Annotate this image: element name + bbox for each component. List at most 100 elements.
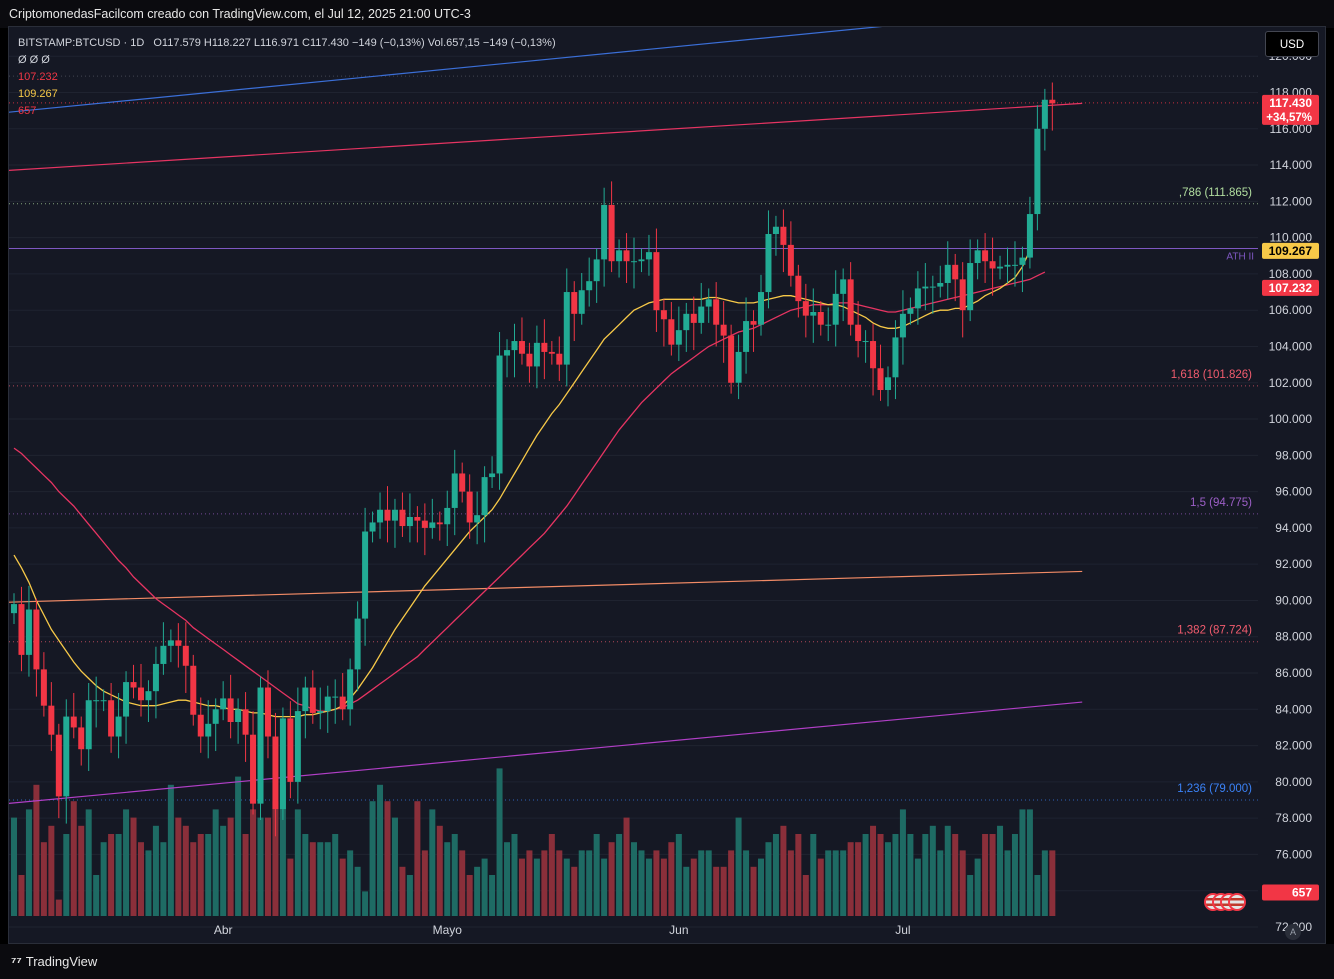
candle-body <box>369 522 376 532</box>
volume-bar <box>220 825 227 916</box>
candle-body <box>1041 99 1048 129</box>
volume-bar <box>504 842 511 916</box>
candle-body <box>123 682 130 717</box>
price-axis-label: 116.000 <box>1270 122 1313 136</box>
fib-level-label: 1,236 (79.000) <box>1177 783 1252 795</box>
fib-level-label: 1,382 (87.724) <box>1177 625 1252 637</box>
volume-bar <box>272 801 279 916</box>
candle-body <box>429 522 436 528</box>
volume-bar <box>377 784 384 916</box>
volume-bar <box>713 866 720 916</box>
candle-body <box>1049 99 1056 104</box>
legend-volume-value: 657 <box>18 105 37 117</box>
candle-body <box>683 313 690 331</box>
candle-body <box>765 233 772 293</box>
volume-bar <box>1034 875 1041 916</box>
candle-body <box>1019 257 1026 265</box>
candle-body <box>175 640 182 646</box>
volume-bar <box>70 801 77 916</box>
volume-bar <box>137 842 144 916</box>
candle-body <box>795 275 802 302</box>
candle-body <box>137 687 144 701</box>
volume-bar <box>832 850 839 916</box>
candle-body <box>967 263 974 311</box>
volume-bar <box>638 850 645 916</box>
volume-bar <box>631 842 638 916</box>
volume-bar <box>578 850 585 916</box>
price-badge <box>1262 242 1319 259</box>
volume-bar <box>728 850 735 916</box>
candle-body <box>309 687 316 713</box>
volume-bar <box>653 850 660 916</box>
volume-bar <box>287 858 294 916</box>
currency-button[interactable]: USD <box>1265 31 1319 57</box>
candle-body <box>399 509 406 527</box>
chart-frame[interactable] <box>8 26 1326 944</box>
price-badge-value: 117.430 <box>1269 96 1312 110</box>
candle-body <box>279 718 286 810</box>
candle-body <box>466 491 473 523</box>
candle-body <box>205 723 212 737</box>
volume-bar <box>847 842 854 916</box>
volume-bar <box>571 866 578 916</box>
candle-body <box>160 645 167 664</box>
candle-body <box>474 515 481 523</box>
volume-bar <box>421 850 428 916</box>
brand-name: TradingView <box>25 954 98 969</box>
legend-indicator-symbols: Ø Ø Ø <box>18 54 50 66</box>
candle-body <box>287 718 294 782</box>
price-badge-change: +34,57% <box>1266 112 1312 124</box>
volume-bar <box>11 817 17 916</box>
candle-body <box>1026 214 1033 258</box>
volume-bar <box>944 825 951 916</box>
candle-body <box>347 669 354 710</box>
candle-body <box>436 522 443 525</box>
volume-bar <box>25 809 32 916</box>
volume-bar <box>108 834 115 916</box>
volume-bar <box>795 834 802 916</box>
candle-body <box>825 324 832 326</box>
volume-bar <box>1041 850 1048 916</box>
volume-bar <box>197 834 204 916</box>
candle-body <box>690 313 697 323</box>
volume-bar <box>347 850 354 916</box>
fib-level-label: ,786 (111.865) <box>1179 187 1252 199</box>
candle-body <box>190 665 197 715</box>
us-flag-icon[interactable] <box>1228 893 1246 911</box>
volume-bar <box>743 850 750 916</box>
volume-bar <box>772 834 779 916</box>
candle-body <box>832 293 839 325</box>
volume-bar <box>1049 850 1056 916</box>
candle-body <box>720 324 727 336</box>
volume-bar <box>242 834 249 916</box>
volume-bar <box>705 850 712 916</box>
volume-bar <box>384 801 391 916</box>
time-axis-label: Jun <box>669 923 688 937</box>
candle-body <box>653 252 660 311</box>
candle-body <box>601 204 608 260</box>
candle-body <box>787 244 794 276</box>
candle-body <box>526 353 533 367</box>
legend-symbol[interactable]: BITSTAMP:BTCUSD · 1D <box>18 37 145 49</box>
volume-bar <box>608 842 615 916</box>
volume-bar <box>481 858 488 916</box>
auto-scale-button[interactable]: A <box>1285 924 1301 940</box>
volume-bar <box>997 825 1004 916</box>
volume-bar <box>541 850 548 916</box>
volume-bar <box>937 850 944 916</box>
candle-body <box>631 261 638 263</box>
volume-bar <box>645 858 652 916</box>
volume-bar <box>496 768 503 916</box>
time-axis-label: Mayo <box>433 923 463 937</box>
volume-bar <box>406 875 413 916</box>
tradingview-logo[interactable]: ⁷⁷ TradingView <box>11 954 97 969</box>
candle-body <box>391 509 398 521</box>
volume-bar <box>735 817 742 916</box>
candle-body <box>489 473 496 478</box>
price-axis-label: 82.000 <box>1275 739 1312 753</box>
volume-bar <box>391 817 398 916</box>
volume-bar <box>802 875 809 916</box>
candle-body <box>100 700 107 702</box>
volume-bar <box>93 875 100 916</box>
